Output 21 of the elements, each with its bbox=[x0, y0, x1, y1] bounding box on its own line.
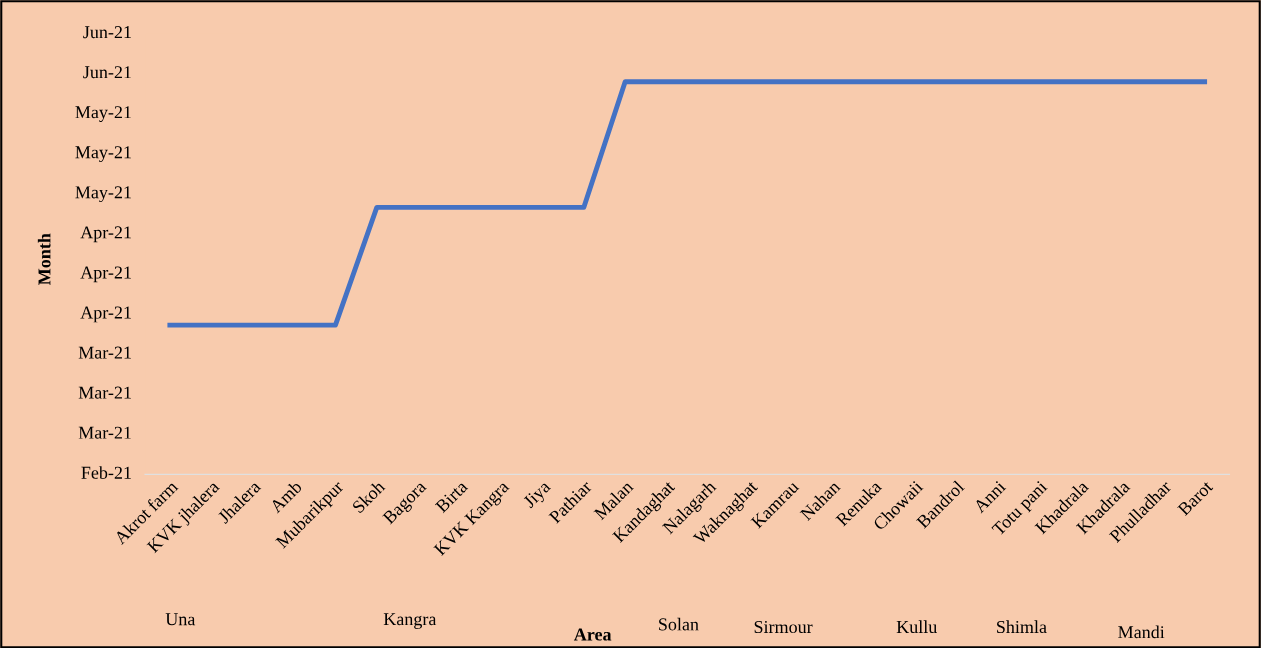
text: Shimla bbox=[997, 620, 1047, 634]
text: May-21 bbox=[75, 146, 131, 163]
text: Apr-21 bbox=[80, 306, 131, 323]
text: Solan bbox=[659, 617, 699, 631]
text: Mar-21 bbox=[78, 386, 131, 399]
text: Apr-21 bbox=[80, 266, 131, 283]
text: Jun-21 bbox=[83, 26, 131, 39]
text: Mar-21 bbox=[78, 426, 131, 439]
text: Una bbox=[165, 613, 196, 626]
text: May-21 bbox=[75, 186, 131, 203]
y-axis-title: Month bbox=[37, 233, 51, 285]
text: Mandi bbox=[1118, 625, 1165, 639]
text: Mar-21 bbox=[78, 346, 131, 359]
text: Feb-21 bbox=[81, 466, 131, 479]
text: May-21 bbox=[75, 106, 131, 122]
x-axis-title: Area bbox=[573, 628, 612, 641]
text: Jun-21 bbox=[83, 66, 131, 79]
text: Sirmour bbox=[754, 620, 813, 634]
text: Kangra bbox=[383, 613, 437, 629]
text: Kullu bbox=[896, 620, 937, 634]
text: Apr-21 bbox=[80, 226, 131, 243]
